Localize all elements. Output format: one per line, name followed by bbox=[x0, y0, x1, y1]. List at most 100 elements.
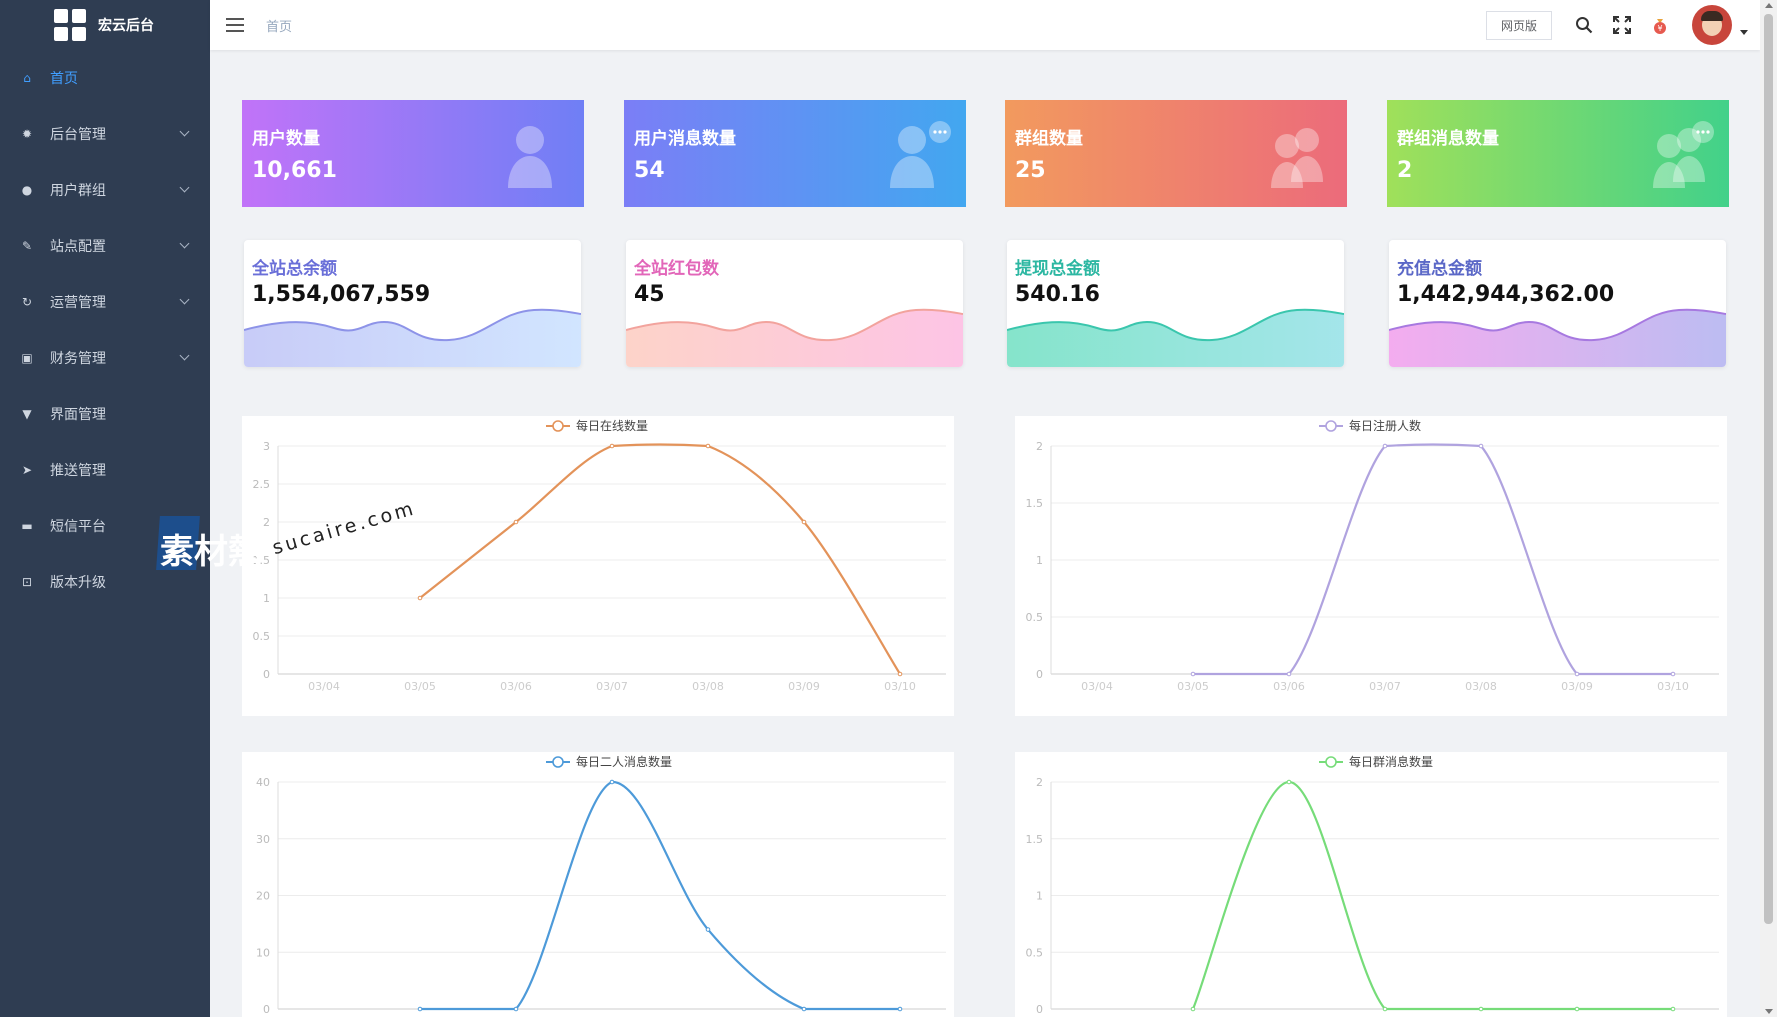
x-tick-label: 03/06 bbox=[1273, 680, 1305, 693]
y-tick-label: 2 bbox=[1036, 440, 1043, 453]
y-tick-label: 1 bbox=[1036, 554, 1043, 567]
total-value: 1,442,944,362.00 bbox=[1397, 282, 1615, 307]
legend-marker bbox=[552, 420, 564, 432]
data-point bbox=[1478, 1006, 1484, 1012]
sidebar-item-7[interactable]: ➤ 推送管理 bbox=[0, 442, 210, 498]
group-icon bbox=[1257, 120, 1333, 190]
sidebar-item-2[interactable]: ● 用户群组 bbox=[0, 162, 210, 218]
menu-toggle-icon[interactable] bbox=[226, 18, 244, 32]
y-tick-label: 20 bbox=[256, 890, 270, 903]
sidebar-menu: ⌂ 首页 ✹ 后台管理 ● 用户群组 ✎ 站点配置 ↻ 运营管理 ▣ 财务管理 ▼ 界面管理 ➤ 推送管理 ▬ 短… bbox=[0, 50, 210, 610]
sidebar-item-6[interactable]: ▼ 界面管理 bbox=[0, 386, 210, 442]
web-version-button[interactable]: 网页版 bbox=[1485, 10, 1552, 40]
sidebar-item-label: 财务管理 bbox=[50, 351, 106, 367]
sidebar-item-9[interactable]: ⊡ 版本升级 bbox=[0, 554, 210, 610]
app-logo[interactable]: 宏云后台 bbox=[0, 0, 210, 50]
chart-daily-registrations: 0 0.5 1 1.5 2 03/04 03/05 03/06 03/07 03/08 03/09 0… bbox=[1015, 416, 1727, 716]
data-point bbox=[417, 1006, 423, 1012]
sidebar-item-label: 用户群组 bbox=[50, 183, 106, 199]
data-point bbox=[1574, 671, 1580, 677]
data-point bbox=[801, 1006, 807, 1012]
page-scrollbar[interactable] bbox=[1760, 0, 1777, 1017]
paper-plane-icon: ➤ bbox=[21, 463, 33, 477]
data-point bbox=[1670, 671, 1676, 677]
chevron-down-icon bbox=[179, 350, 190, 361]
stat-card[interactable]: 用户消息数量 54 bbox=[624, 100, 966, 207]
chart-daily-online: 0 0.5 1 1.5 2 2.5 3 03/04 03/05 03/06 03/07 03/08 03… bbox=[242, 416, 954, 716]
sidebar-item-8[interactable]: ▬ 短信平台 bbox=[0, 498, 210, 554]
y-tick-label: 0 bbox=[263, 1003, 270, 1016]
series-line bbox=[419, 443, 901, 675]
sidebar-item-5[interactable]: ▣ 财务管理 bbox=[0, 330, 210, 386]
stat-card[interactable]: 用户数量 10,661 bbox=[242, 100, 584, 207]
stat-label: 用户消息数量 bbox=[634, 129, 736, 149]
data-point bbox=[1574, 1006, 1580, 1012]
sidebar-item-1[interactable]: ✹ 后台管理 bbox=[0, 106, 210, 162]
data-point bbox=[1286, 671, 1292, 677]
y-tick-label: 1 bbox=[1036, 890, 1043, 903]
total-label: 全站红包数 bbox=[634, 259, 719, 279]
user-message-icon bbox=[876, 120, 952, 190]
line-chart-svg: 0 0.5 1 1.5 2 每日群消息数量 bbox=[1026, 754, 1719, 1016]
user-avatar[interactable] bbox=[1692, 5, 1732, 45]
stat-label: 群组数量 bbox=[1015, 129, 1083, 149]
total-card[interactable]: 全站红包数 45 bbox=[626, 240, 963, 367]
total-value: 540.16 bbox=[1015, 282, 1100, 307]
legend-marker bbox=[1325, 756, 1337, 768]
x-tick-label: 03/08 bbox=[692, 680, 724, 693]
sidebar-item-4[interactable]: ↻ 运营管理 bbox=[0, 274, 210, 330]
stat-label: 用户数量 bbox=[252, 129, 320, 149]
y-tick-label: 10 bbox=[256, 946, 270, 959]
chevron-down-icon[interactable] bbox=[1740, 29, 1748, 35]
breadcrumb[interactable]: 首页 bbox=[266, 19, 293, 35]
svg-text:¥: ¥ bbox=[1657, 24, 1662, 33]
data-point bbox=[897, 1006, 903, 1012]
wave-graphic bbox=[1389, 308, 1726, 367]
x-tick-label: 03/07 bbox=[596, 680, 628, 693]
data-point bbox=[609, 443, 615, 449]
legend-marker bbox=[552, 756, 564, 768]
sidebar-item-0[interactable]: ⌂ 首页 bbox=[0, 50, 210, 106]
home-icon: ⌂ bbox=[23, 71, 31, 85]
wave-graphic bbox=[626, 308, 963, 367]
series-line bbox=[1192, 443, 1673, 676]
x-tick-label: 03/04 bbox=[308, 680, 340, 693]
legend-label: 每日在线数量 bbox=[576, 418, 648, 433]
data-point bbox=[1286, 779, 1292, 785]
scroll-up-icon[interactable] bbox=[1765, 3, 1773, 8]
y-tick-label: 2.5 bbox=[253, 478, 271, 491]
scrollbar-thumb[interactable] bbox=[1764, 14, 1773, 924]
data-point bbox=[417, 595, 423, 601]
data-point bbox=[1190, 1006, 1196, 1012]
stat-card[interactable]: 群组消息数量 2 bbox=[1387, 100, 1729, 207]
y-tick-label: 1.5 bbox=[1026, 833, 1044, 846]
search-icon[interactable] bbox=[1574, 15, 1594, 35]
message-icon: ▬ bbox=[21, 519, 33, 533]
scroll-down-icon[interactable] bbox=[1765, 1009, 1773, 1014]
sidebar-item-label: 界面管理 bbox=[50, 407, 106, 423]
data-point bbox=[1670, 1006, 1676, 1012]
total-card[interactable]: 全站总余额 1,554,067,559 bbox=[244, 240, 581, 367]
stat-card[interactable]: 群组数量 25 bbox=[1005, 100, 1347, 207]
sidebar-item-label: 短信平台 bbox=[50, 519, 106, 535]
money-bag-icon[interactable]: ¥ bbox=[1650, 15, 1670, 35]
sidebar-item-label: 首页 bbox=[50, 71, 78, 87]
total-label: 充值总金额 bbox=[1397, 259, 1482, 279]
data-point bbox=[1478, 443, 1484, 449]
line-chart-svg: 0 0.5 1 1.5 2 2.5 3 03/04 03/05 03/06 03/07 03/08 03… bbox=[253, 418, 946, 693]
top-bar: 首页 网页版 ¥ bbox=[210, 0, 1760, 50]
sidebar-item-3[interactable]: ✎ 站点配置 bbox=[0, 218, 210, 274]
wave-graphic bbox=[244, 308, 581, 367]
total-label: 全站总余额 bbox=[252, 259, 337, 279]
total-card[interactable]: 充值总金额 1,442,944,362.00 bbox=[1389, 240, 1726, 367]
data-point bbox=[705, 927, 711, 932]
total-card[interactable]: 提现总金额 540.16 bbox=[1007, 240, 1344, 367]
legend-label: 每日群消息数量 bbox=[1349, 754, 1433, 769]
sidebar-item-label: 推送管理 bbox=[50, 463, 106, 479]
x-tick-label: 03/09 bbox=[1561, 680, 1593, 693]
legend-label: 每日二人消息数量 bbox=[576, 754, 672, 769]
y-tick-label: 3 bbox=[263, 440, 270, 453]
gear-icon: ✹ bbox=[21, 127, 33, 141]
y-tick-label: 1.5 bbox=[1026, 497, 1044, 510]
fullscreen-icon[interactable] bbox=[1612, 15, 1632, 35]
